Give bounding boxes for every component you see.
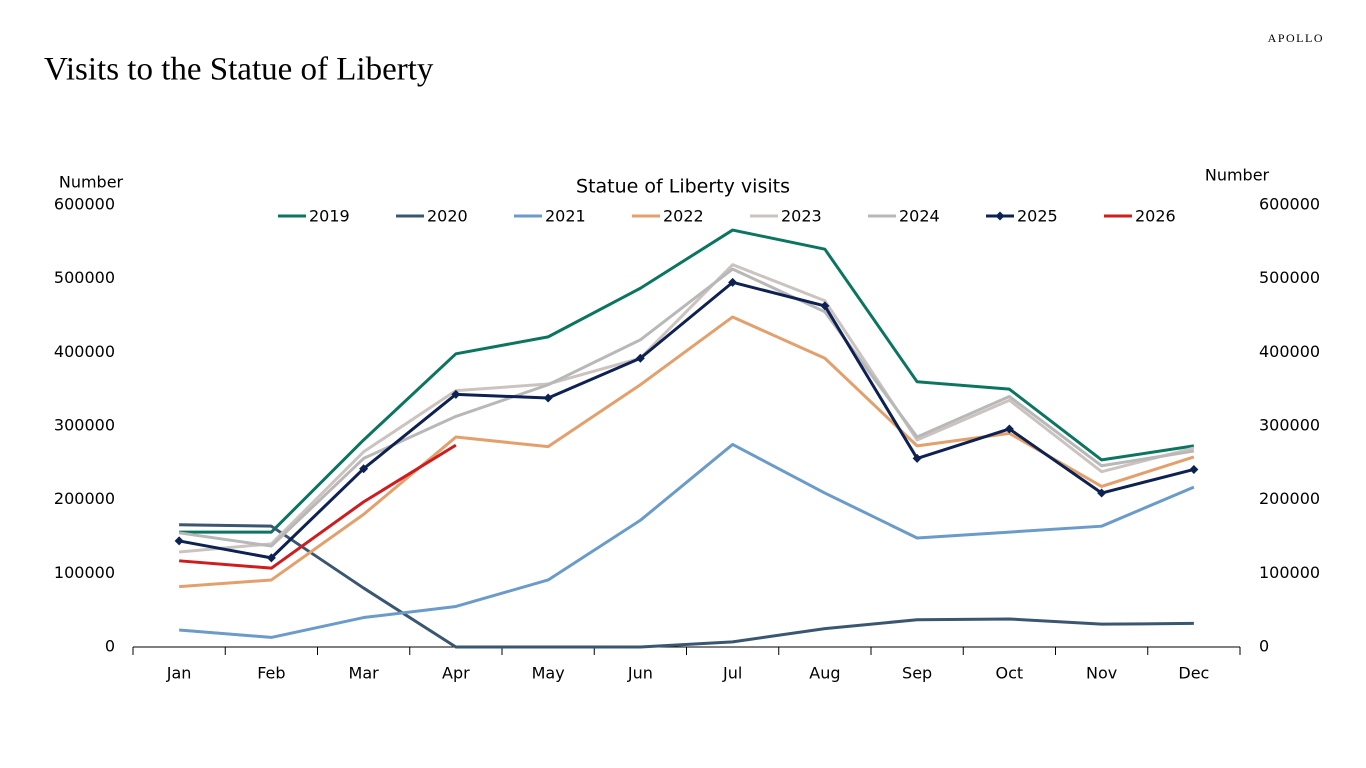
- legend-label: 2022: [663, 207, 704, 226]
- series-marker: [543, 393, 553, 403]
- y2-tick-label: 500000: [1259, 268, 1320, 287]
- x-tick-label: Feb: [257, 664, 285, 683]
- brand: APOLLO: [1268, 31, 1324, 45]
- y-axis-label: Number: [59, 173, 124, 192]
- y2-tick-label: 200000: [1259, 489, 1320, 508]
- x-tick-label: Aug: [809, 664, 840, 683]
- series-line: [178, 267, 1195, 548]
- y-tick-label: 600000: [54, 195, 115, 214]
- y-tick-label: 500000: [54, 268, 115, 287]
- y2-tick-label: 0: [1259, 637, 1269, 656]
- legend-marker: [995, 211, 1005, 221]
- x-tick-label: May: [532, 664, 565, 683]
- legend-label: 2024: [899, 207, 940, 226]
- legend-label: 2020: [427, 207, 468, 226]
- series-line: [178, 280, 1195, 560]
- legend-label: 2019: [309, 207, 350, 226]
- series-marker: [174, 536, 184, 546]
- series-marker: [820, 301, 830, 311]
- y-tick-label: 400000: [54, 342, 115, 361]
- y2-tick-label: 300000: [1259, 416, 1320, 435]
- legend-label: 2023: [781, 207, 822, 226]
- x-tick-label: Jul: [722, 664, 742, 683]
- series-marker: [1189, 464, 1199, 474]
- series-line: [179, 228, 1195, 534]
- legend-label: 2026: [1135, 207, 1176, 226]
- series-line: [179, 523, 1194, 649]
- series-marker: [451, 389, 461, 399]
- page-title: Visits to the Statue of Liberty: [44, 52, 434, 88]
- series-marker: [728, 277, 738, 287]
- series-line: [179, 315, 1195, 589]
- y2-axis-label: Number: [1205, 166, 1270, 185]
- y-tick-label: 200000: [54, 489, 115, 508]
- series-marker: [266, 553, 276, 563]
- series-line: [179, 442, 1195, 639]
- series-line: [178, 263, 1195, 554]
- x-tick-label: Jun: [627, 664, 653, 683]
- series-marker: [912, 453, 922, 463]
- series-line: [179, 443, 457, 570]
- legend-label: 2021: [545, 207, 586, 226]
- y-tick-label: 300000: [54, 416, 115, 435]
- x-tick-label: Nov: [1086, 664, 1117, 683]
- x-tick-label: Jan: [166, 664, 192, 683]
- y-tick-label: 100000: [54, 563, 115, 582]
- series-marker: [359, 464, 369, 474]
- y2-tick-label: 600000: [1259, 195, 1320, 214]
- x-tick-label: Apr: [442, 664, 470, 683]
- x-tick-label: Oct: [996, 664, 1024, 683]
- y2-tick-label: 400000: [1259, 342, 1320, 361]
- series-marker: [635, 353, 645, 363]
- y2-tick-label: 100000: [1259, 563, 1320, 582]
- y-tick-label: 0: [105, 637, 115, 656]
- x-tick-label: Mar: [349, 664, 380, 683]
- series-marker: [1097, 488, 1107, 498]
- legend-label: 2025: [1017, 207, 1058, 226]
- x-tick-label: Sep: [902, 664, 932, 683]
- x-tick-label: Dec: [1178, 664, 1209, 683]
- chart-title: Statue of Liberty visits: [576, 176, 790, 198]
- series-marker: [1004, 424, 1014, 434]
